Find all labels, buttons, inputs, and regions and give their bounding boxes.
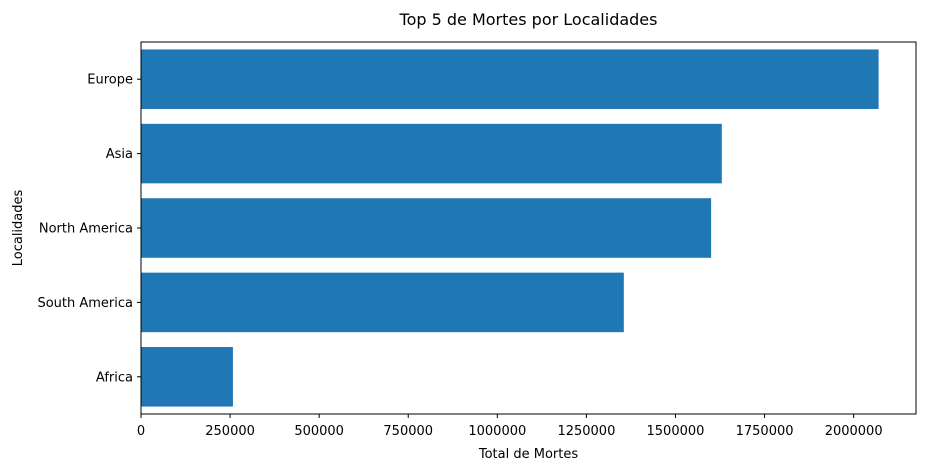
bar-asia <box>141 123 722 184</box>
plot-frame <box>140 41 917 415</box>
y-tick-label: Europe <box>87 73 133 88</box>
bar-north-america <box>141 198 712 258</box>
x-tick-label: 250000 <box>205 424 255 439</box>
y-tick-label: Asia <box>106 147 133 162</box>
x-tick-label: 1000000 <box>468 424 526 439</box>
y-tick-label: Africa <box>96 370 133 385</box>
x-tick-label: 2000000 <box>825 424 883 439</box>
chart-title: Top 5 de Mortes por Localidades <box>399 10 658 29</box>
bar-africa <box>141 347 233 407</box>
x-tick-label: 750000 <box>383 424 433 439</box>
x-axis-ticks: 0 250000 500000 750000 1000000 1250000 1500000… <box>137 414 883 439</box>
x-tick-label: 1250000 <box>557 424 615 439</box>
bar-south-america <box>141 272 624 333</box>
y-axis-title: Localidades <box>11 190 26 267</box>
x-tick-label: 500000 <box>294 424 344 439</box>
bar-europe <box>141 49 879 109</box>
y-tick-label: South America <box>37 296 133 311</box>
y-axis-ticks: Europe Asia North America South America Afri… <box>37 73 141 385</box>
bars-group <box>141 49 879 407</box>
x-axis-title: Total de Mortes <box>478 447 578 462</box>
x-tick-label: 1750000 <box>736 424 794 439</box>
x-tick-label: 1500000 <box>647 424 705 439</box>
x-tick-label: 0 <box>137 424 145 439</box>
y-tick-label: North America <box>39 222 133 237</box>
